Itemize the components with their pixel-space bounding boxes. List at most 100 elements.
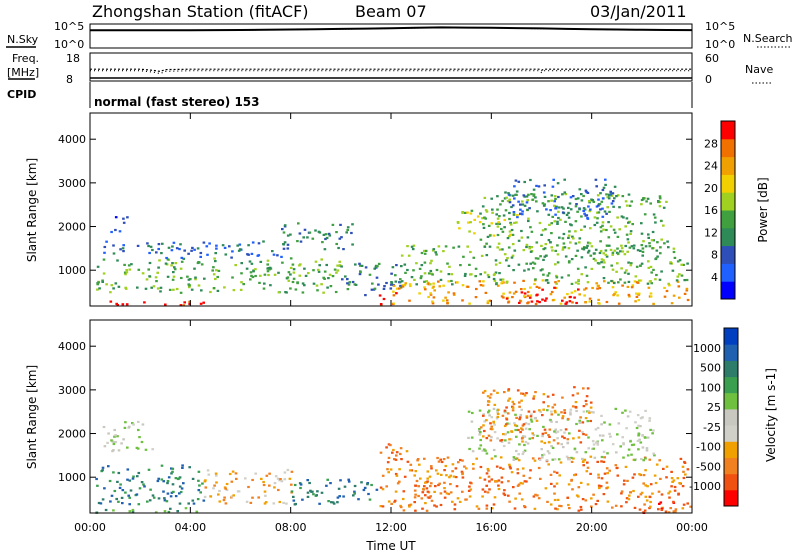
power-cell [199,255,202,258]
velocity-cell [660,493,664,496]
velocity-cell [671,480,674,483]
power-cell [592,200,596,203]
velocity-cell [149,488,152,491]
power-colorbar-tick: 4 [711,271,718,284]
power-cell [172,241,176,244]
power-cell [540,244,543,247]
power-cell [523,269,526,272]
power-cell [101,279,104,282]
power-cell [607,281,610,284]
velocity-cell [560,443,563,446]
power-cell [553,195,557,198]
power-cell [626,250,629,253]
power-cell [294,288,298,291]
velocity-cell [426,477,429,480]
velocity-cell [670,485,673,488]
power-cell [286,243,290,246]
velocity-cell [128,479,132,482]
power-cell [545,297,548,300]
power-cell [377,283,380,286]
power-cell [446,262,449,265]
velocity-cell [290,470,294,473]
velocity-cell [673,485,677,489]
power-cell [545,279,549,282]
velocity-cell [387,500,391,503]
velocity-cell [485,437,489,440]
power-cell [501,230,505,233]
velocity-cell [596,460,599,463]
power-cell [437,245,441,248]
velocity-cell [528,428,531,431]
power-cell [513,197,516,200]
freq-tick-top: 18 [66,52,80,65]
power-cell [299,240,303,243]
velocity-cell [467,410,471,413]
velocity-cell [424,481,427,484]
power-cell [186,275,189,278]
velocity-cell [579,441,583,444]
velocity-cell [629,491,632,494]
power-cell [452,292,456,295]
velocity-cell [599,485,603,488]
power-cell [613,231,617,234]
velocity-cell [456,497,460,500]
velocity-cell [329,482,332,485]
power-cell [473,218,476,221]
velocity-cell [187,502,190,505]
power-cell [447,280,450,283]
power-cell [346,288,350,291]
power-cell [673,256,677,259]
power-cell [563,296,566,299]
velocity-cell [260,477,263,480]
nave-label: Nave [745,63,773,76]
power-cell [302,236,305,239]
power-cell [580,193,583,196]
velocity-cell [605,481,609,484]
power-cell [510,228,514,232]
power-cell [604,178,607,181]
velocity-cell [308,481,311,485]
power-cell [578,208,581,211]
power-cell [301,291,305,294]
power-cell [683,279,686,282]
power-cell [194,278,197,281]
power-cell [515,221,518,224]
velocity-cell [641,416,644,419]
velocity-cell [244,477,247,480]
velocity-cell [598,486,601,489]
velocity-cell [488,488,491,491]
noise-left-tick-bottom: 10^0 [54,38,84,51]
power-cell [464,272,467,276]
power-cell [200,289,203,292]
power-cell [523,204,527,207]
power-cell [395,287,399,290]
power-cell [511,233,515,236]
power-cell [202,301,205,304]
power-cell [601,188,605,192]
power-cell [351,223,354,226]
power-cell [272,253,276,256]
power-cell [659,252,662,255]
power-cell [490,197,493,200]
velocity-cell [109,500,112,503]
velocity-cell [499,466,502,469]
velocity-cell [530,413,533,416]
velocity-cell [523,480,527,483]
power-cell [615,195,618,198]
power-cell [155,280,158,283]
velocity-cell [327,500,330,503]
power-cell [520,288,523,291]
velocity-cell [199,491,202,494]
power-cell [423,280,426,283]
velocity-cell [492,407,496,410]
power-cell [656,255,659,258]
power-cell [621,195,625,198]
power-cell [597,204,600,207]
velocity-cell [643,436,647,439]
velocity-cell [550,445,553,448]
velocity-cell [128,503,131,506]
velocity-cell [502,492,506,495]
velocity-cell [592,447,595,450]
power-cell [584,266,587,269]
power-cell [597,284,600,287]
